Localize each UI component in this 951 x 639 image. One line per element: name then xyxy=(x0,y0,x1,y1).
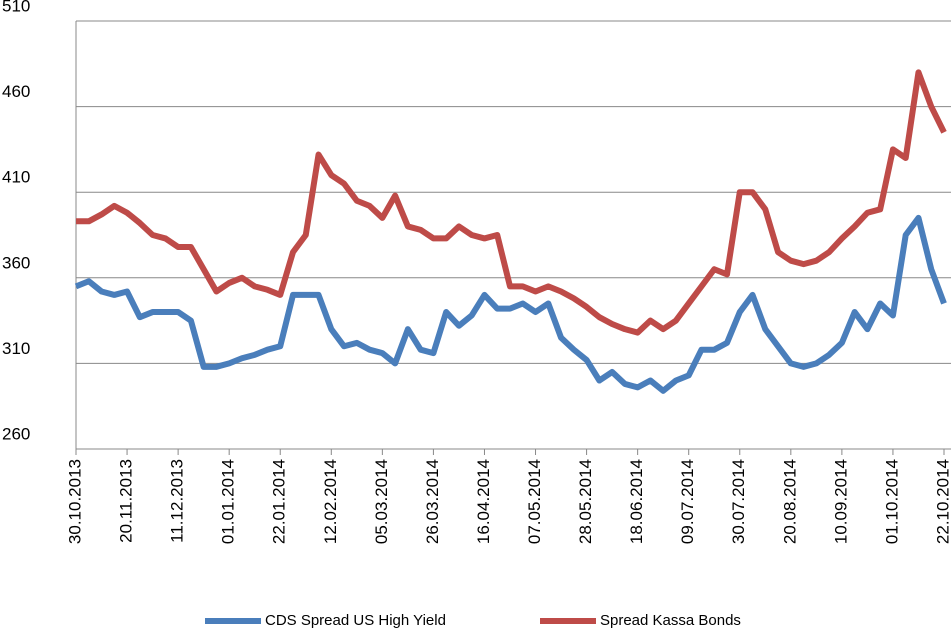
x-tick-label: 22.01.2014 xyxy=(270,459,289,544)
x-tick-label: 05.03.2014 xyxy=(372,459,391,544)
x-tick-label: 30.10.2013 xyxy=(65,459,84,544)
series-line xyxy=(76,69,947,336)
x-tick-label: 28.05.2014 xyxy=(576,459,595,544)
legend-label: CDS Spread US High Yield xyxy=(265,612,446,629)
x-tick-label: 09.07.2014 xyxy=(678,459,697,544)
y-tick-label: 360 xyxy=(2,253,30,272)
y-tick-label: 260 xyxy=(2,424,30,443)
y-tick-label: 310 xyxy=(2,339,30,358)
x-tick-label: 26.03.2014 xyxy=(423,459,442,544)
x-tick-label: 16.04.2014 xyxy=(474,459,493,544)
x-tick-label: 20.11.2013 xyxy=(117,459,136,543)
y-tick-label: 460 xyxy=(2,82,30,101)
x-tick-label: 18.06.2014 xyxy=(627,459,646,544)
x-tick-label: 10.09.2014 xyxy=(831,459,850,544)
y-tick-label: 410 xyxy=(2,168,30,187)
x-tick-label: 30.07.2014 xyxy=(729,459,748,544)
y-tick-label: 510 xyxy=(2,0,30,15)
x-tick-label: 01.10.2014 xyxy=(882,459,901,544)
x-tick-label: 12.02.2014 xyxy=(321,459,340,544)
legend-label: Spread Kassa Bonds xyxy=(600,612,741,629)
x-tick-label: 22.10.2014 xyxy=(933,459,951,544)
x-tick-label: 11.12.2013 xyxy=(168,459,187,543)
x-tick-label: 07.05.2014 xyxy=(525,459,544,544)
x-tick-label: 01.01.2014 xyxy=(219,459,238,544)
series-line xyxy=(74,214,947,394)
x-tick-label: 20.08.2014 xyxy=(780,459,799,544)
